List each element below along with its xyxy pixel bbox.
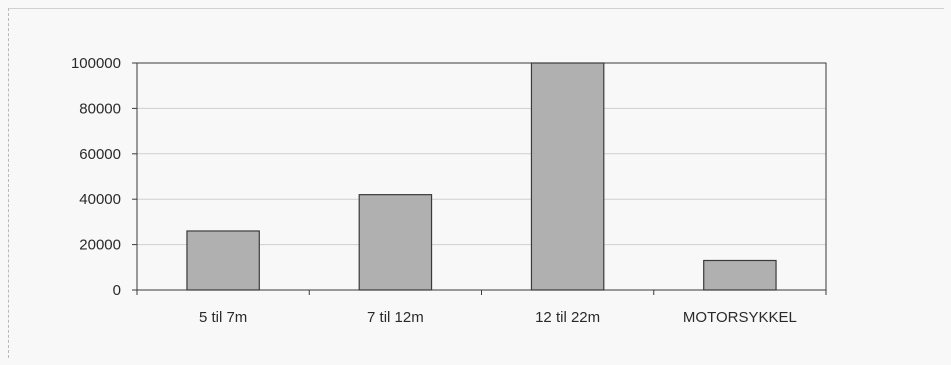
y-tick-label: 0 — [113, 282, 121, 299]
plot-area-border — [136, 62, 827, 291]
y-tick-label: 40000 — [79, 191, 121, 208]
y-tick-labels: 0 20000 40000 60000 80000 100000 — [71, 55, 121, 299]
bar — [358, 194, 433, 291]
y-tick-label: 60000 — [79, 146, 121, 163]
bars — [186, 62, 777, 291]
x-tick-label: 12 til 22m — [535, 309, 600, 326]
chart-frame — [8, 8, 944, 358]
bar — [186, 230, 260, 291]
y-tick-label: 20000 — [79, 237, 121, 254]
x-tick-label: MOTORSYKKEL — [683, 309, 797, 326]
bar — [530, 62, 605, 291]
y-tick-label: 80000 — [79, 100, 121, 117]
y-tick-label: 100000 — [71, 55, 121, 72]
bar — [703, 259, 777, 291]
x-tick-labels: 5 til 7m 7 til 12m 12 til 22m MOTORSYKKEL — [199, 309, 797, 326]
x-tick-label: 5 til 7m — [199, 309, 247, 326]
gridlines — [137, 62, 826, 246]
x-tick-label: 7 til 12m — [367, 309, 424, 326]
axes — [132, 62, 827, 295]
